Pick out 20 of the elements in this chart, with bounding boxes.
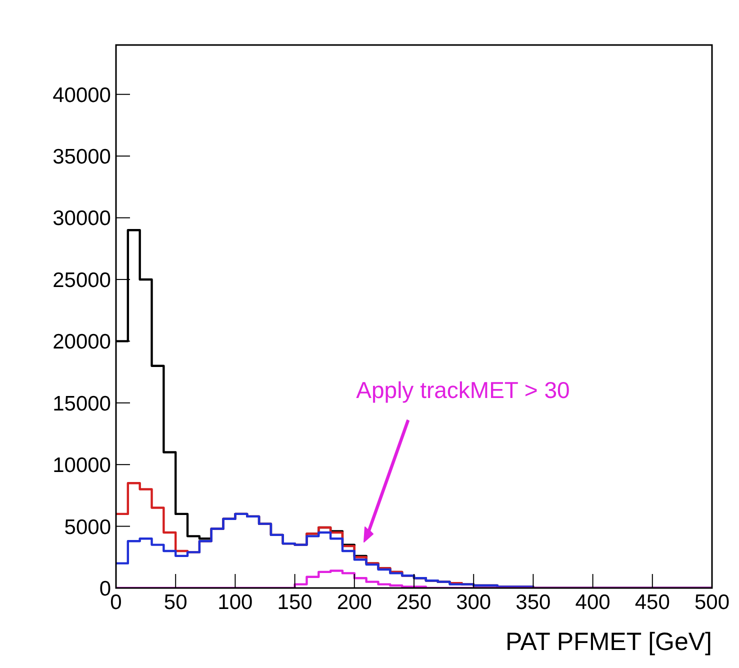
x-tick-label: 100	[218, 590, 253, 614]
x-tick-label: 200	[336, 590, 372, 614]
x-tick-label: 50	[164, 590, 188, 614]
annotation: Apply trackMET > 30	[356, 377, 570, 403]
y-tick-label: 5000	[64, 516, 111, 539]
y-tick-label: 30000	[52, 207, 111, 230]
y-tick-label: 10000	[52, 454, 111, 478]
x-tick-label: 450	[634, 590, 670, 614]
y-tick-label: 40000	[52, 84, 111, 107]
y-tick-label: 20000	[52, 330, 111, 354]
y-tick-label: 25000	[52, 268, 111, 292]
x-tick-label: 150	[277, 590, 312, 614]
x-tick-label: 400	[575, 590, 610, 614]
y-tick-label: 35000	[52, 146, 111, 169]
x-tick-label: 300	[456, 590, 492, 614]
x-tick-label: 500	[694, 590, 730, 614]
y-tick-label: 15000	[52, 392, 111, 416]
x-tick-label: 350	[516, 590, 551, 614]
x-axis-title: PAT PFMET [GeV]	[505, 628, 712, 656]
x-tick-label: 250	[396, 590, 432, 614]
